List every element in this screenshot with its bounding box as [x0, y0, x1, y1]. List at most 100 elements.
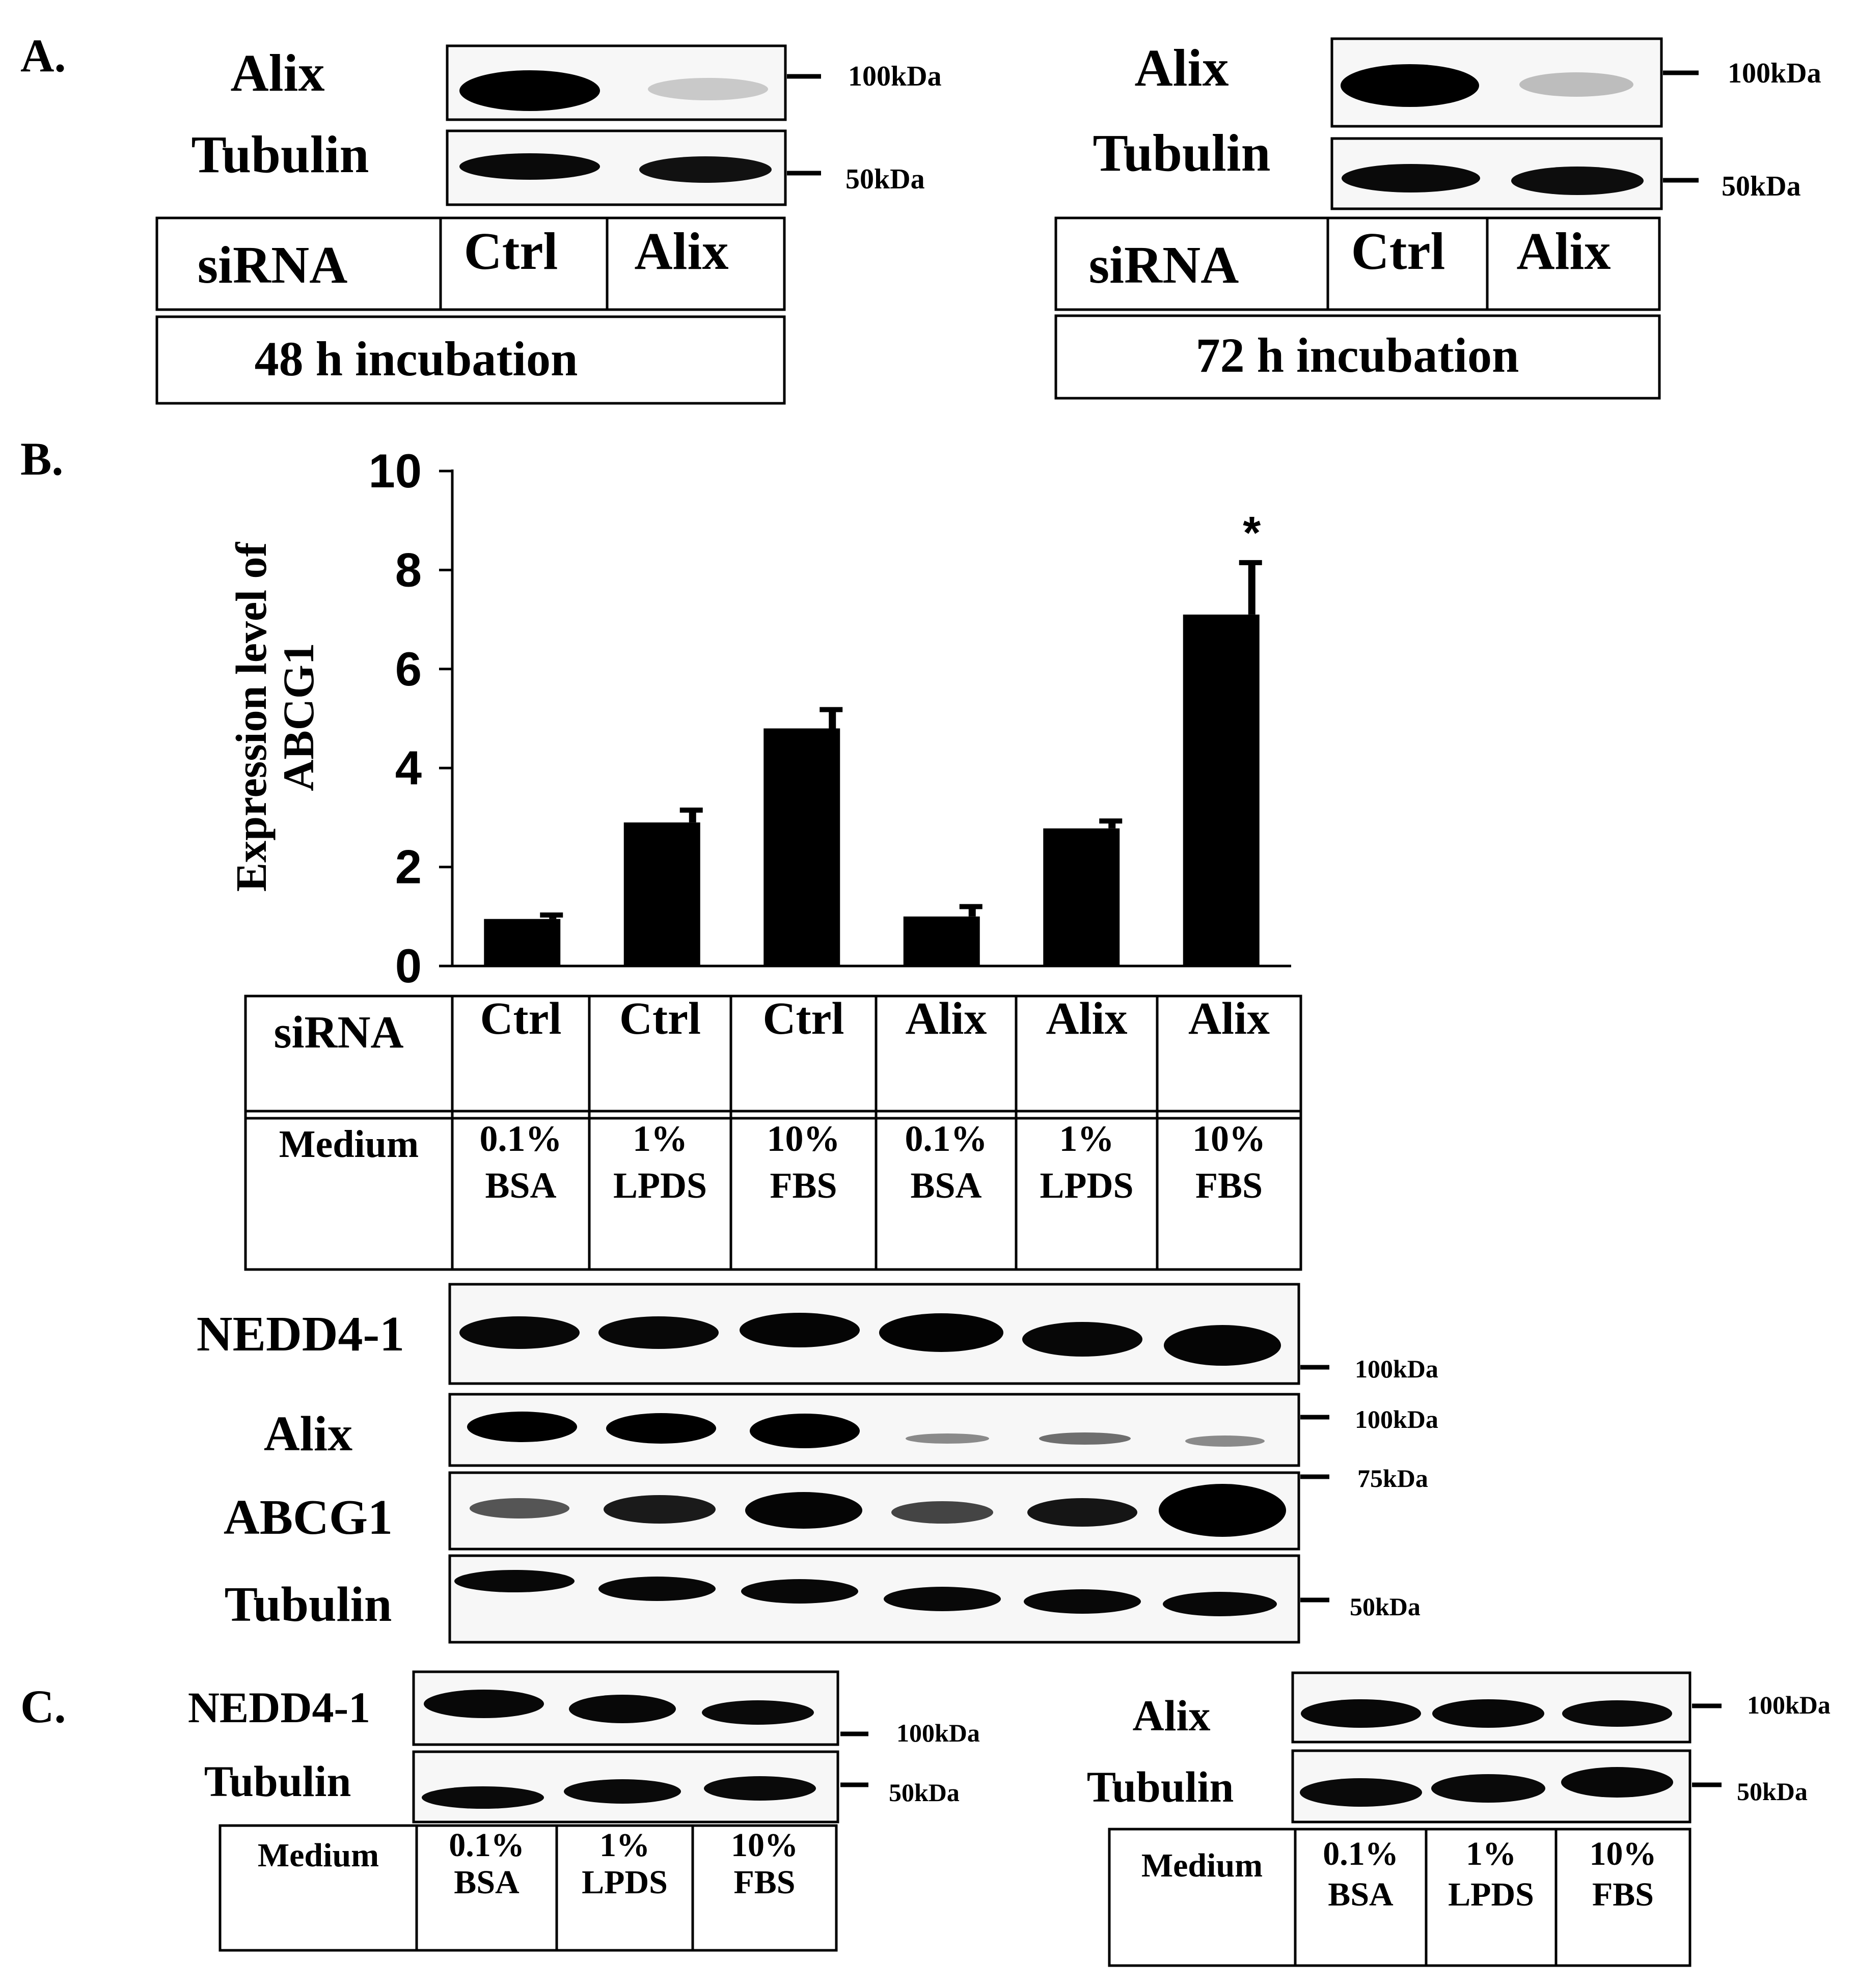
- lane-label: Ctrl: [464, 222, 558, 281]
- medium-value-line2: LPDS: [582, 1864, 668, 1901]
- bar: [623, 822, 700, 966]
- medium-value-line1: 1%: [599, 1827, 650, 1864]
- sirna-value: Alix: [1046, 993, 1127, 1044]
- incubation-box: [155, 315, 786, 405]
- incubation-label: 48 h incubation: [255, 332, 578, 386]
- incubation-box: [1054, 314, 1661, 400]
- medium-value-line2: FBS: [1592, 1876, 1654, 1913]
- y-tick-label: 8: [395, 543, 422, 596]
- marker-50kda: 50kDa: [1722, 171, 1801, 202]
- y-tick-label: 2: [395, 840, 422, 894]
- medium-value-line1: 0.1%: [905, 1118, 988, 1159]
- sirna-label: siRNA: [198, 236, 348, 294]
- medium-value-line1: 1%: [633, 1118, 688, 1159]
- marker-50kda: 50kDa: [1350, 1592, 1421, 1621]
- panel-a-left: Alix Tubulin 100kDa 50kDa siRNA Ctrl Ali…: [155, 44, 942, 405]
- panel-c-left: NEDD4-1 Tubulin 100kDa 50kDa Medium 0.1%…: [188, 1670, 980, 1952]
- blot-strip-alix: [448, 1393, 1300, 1467]
- blot-bands: [424, 1690, 814, 1725]
- marker-75kda: 75kDa: [1357, 1464, 1428, 1493]
- blot-label-tubulin: Tubulin: [192, 125, 369, 184]
- y-tick-label: 4: [395, 741, 422, 794]
- blot-label-nedd4-1: NEDD4-1: [188, 1683, 370, 1732]
- medium-value-line1: 0.1%: [480, 1118, 562, 1159]
- marker-100kda: 100kDa: [896, 1719, 980, 1747]
- medium-value-line1: 0.1%: [1323, 1835, 1399, 1872]
- bar: [1043, 828, 1120, 966]
- panel-a-right: Alix Tubulin 100kDa 50kDa siRNA Ctrl Ali…: [1054, 37, 1821, 400]
- blot-label-tubulin: Tubulin: [1087, 1762, 1234, 1811]
- panel-label-a: A.: [20, 30, 66, 81]
- blot-bands: [1341, 64, 1633, 107]
- bar-chart: Expression level of ABCG1 0 2 4 6 8 10 *: [227, 444, 1291, 992]
- panel-label-b: B.: [20, 433, 63, 485]
- condition-table: [219, 1824, 838, 1952]
- marker-50kda: 50kDa: [1737, 1777, 1808, 1806]
- marker-100kda: 100kDa: [1728, 58, 1821, 89]
- blot-label-tubulin: Tubulin: [225, 1577, 392, 1632]
- medium-value-line2: LPDS: [1448, 1876, 1534, 1913]
- medium-label: Medium: [258, 1837, 379, 1874]
- blot-label-nedd4-1: NEDD4-1: [197, 1307, 404, 1362]
- lane-label: Alix: [635, 222, 729, 281]
- blot-label-tubulin: Tubulin: [204, 1757, 351, 1806]
- medium-value-line2: FBS: [1195, 1165, 1263, 1206]
- marker-100kda: 100kDa: [1355, 1405, 1438, 1433]
- medium-value-line2: BSA: [454, 1864, 520, 1901]
- blot-strip-nedd4-1: [448, 1283, 1300, 1385]
- y-axis-label: ABCG1: [274, 643, 323, 791]
- sirna-label: siRNA: [1089, 236, 1239, 294]
- medium-value-line1: 1%: [1059, 1118, 1114, 1159]
- medium-value-line1: 10%: [1590, 1835, 1657, 1872]
- y-axis: 0 2 4 6 8 10: [368, 444, 1291, 992]
- medium-value-line1: 0.1%: [449, 1827, 525, 1864]
- blot-strip-tubulin: [448, 1554, 1300, 1644]
- blot-label-abcg1: ABCG1: [224, 1490, 393, 1545]
- blot-bands: [459, 153, 772, 183]
- marker-50kda: 50kDa: [889, 1778, 960, 1807]
- medium-value-line1: 1%: [1466, 1835, 1516, 1872]
- sirna-value: Alix: [1188, 993, 1270, 1044]
- medium-value-line1: 10%: [731, 1827, 798, 1864]
- blot-label-alix: Alix: [231, 44, 325, 102]
- medium-value-line2: BSA: [485, 1165, 556, 1206]
- blot-bands: [1342, 164, 1644, 195]
- marker-100kda: 100kDa: [1747, 1691, 1831, 1719]
- medium-value-line1: 10%: [767, 1118, 840, 1159]
- sirna-label: siRNA: [274, 1007, 403, 1058]
- medium-value-line2: BSA: [910, 1165, 981, 1206]
- y-tick-label: 6: [395, 642, 422, 696]
- condition-table: [1108, 1828, 1691, 1967]
- sirna-value: Alix: [905, 993, 987, 1044]
- lane-label: Alix: [1517, 222, 1611, 281]
- y-tick-label: 0: [395, 939, 422, 992]
- y-axis-label: Expression level of: [227, 541, 276, 892]
- significance-marker: *: [1243, 508, 1261, 559]
- blot-bands: [459, 70, 768, 111]
- incubation-label: 72 h incubation: [1196, 328, 1519, 382]
- medium-value-line2: BSA: [1328, 1876, 1394, 1913]
- blot-bands: [1301, 1699, 1672, 1728]
- medium-label: Medium: [1141, 1847, 1263, 1884]
- marker-100kda: 100kDa: [848, 61, 942, 92]
- medium-value-line2: LPDS: [1040, 1165, 1133, 1206]
- medium-label: Medium: [279, 1123, 419, 1166]
- sirna-value: Ctrl: [480, 993, 562, 1044]
- condition-table: [155, 216, 786, 311]
- blot-bands: [422, 1776, 816, 1809]
- bar: [484, 919, 561, 966]
- blot-bands: [454, 1313, 1286, 1616]
- marker-100kda: 100kDa: [1355, 1355, 1438, 1383]
- marker-50kda: 50kDa: [845, 163, 925, 195]
- condition-table: [1054, 216, 1661, 311]
- blot-label-alix: Alix: [264, 1406, 352, 1461]
- blot-label-alix: Alix: [1135, 39, 1229, 97]
- panel-label-c: C.: [20, 1680, 66, 1732]
- medium-value-line2: LPDS: [613, 1165, 707, 1206]
- blot-bands: [1300, 1767, 1673, 1807]
- medium-value-line1: 10%: [1192, 1118, 1266, 1159]
- blot-label-tubulin: Tubulin: [1093, 124, 1271, 182]
- medium-value-line2: FBS: [770, 1165, 837, 1206]
- panel-c-right: Alix Tubulin 100kDa 50kDa Medium 0.1% BSA…: [1087, 1671, 1831, 1967]
- y-tick-label: 10: [368, 444, 422, 498]
